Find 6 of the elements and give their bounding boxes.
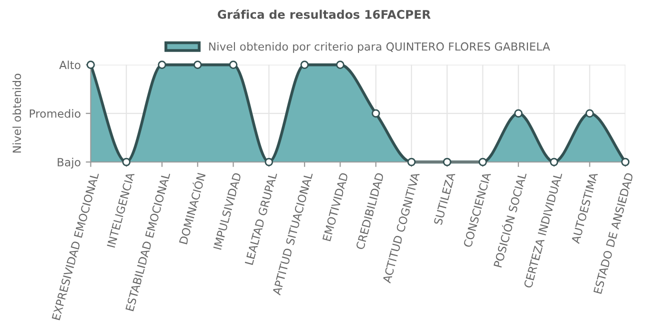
text: Alto xyxy=(59,60,80,70)
y-axis-title: Nivel obtenido xyxy=(12,74,22,153)
text: Bajo xyxy=(58,158,80,169)
legend-label: Nivel obtenido por criterio para QUINTERO FLORES GABRIELA xyxy=(209,42,550,53)
chart-title: Gráfica de resultados 16FACPER xyxy=(218,9,431,19)
text: Promedio xyxy=(30,109,80,118)
